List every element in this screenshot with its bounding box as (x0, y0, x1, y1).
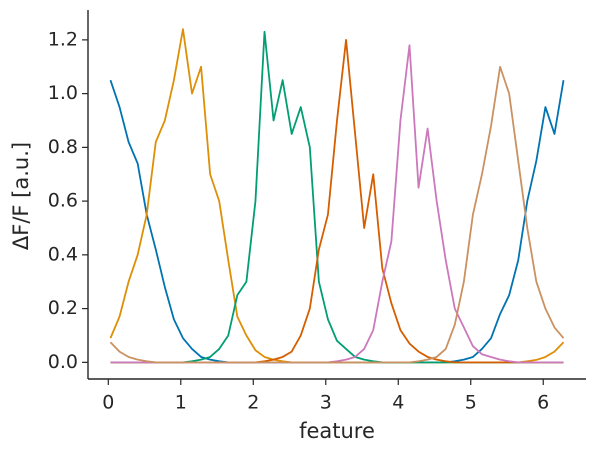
x-axis-label: feature (299, 419, 375, 443)
x-tick-label: 2 (247, 392, 259, 414)
y-tick-label: 1.0 (48, 82, 78, 104)
x-tick-label: 3 (320, 392, 332, 414)
series-line (109, 65, 565, 364)
y-tick-label: 0.2 (48, 297, 78, 319)
y-tick-label: 0.8 (48, 136, 78, 158)
series-line (110, 38, 564, 364)
series-line (109, 28, 565, 364)
y-tick-label: 0.6 (48, 190, 78, 212)
y-tick-label: 0.0 (48, 351, 78, 373)
x-tick-label: 1 (175, 392, 187, 414)
x-tick-label: 5 (465, 392, 477, 414)
x-tick-label: 4 (392, 392, 404, 414)
series-line (110, 30, 564, 364)
x-tick-label: 0 (102, 392, 114, 414)
y-tick-label: 0.4 (48, 243, 78, 265)
y-axis-label: ΔF/F [a.u.] (9, 142, 33, 250)
x-tick-label: 6 (537, 392, 549, 414)
y-tick-label: 1.2 (48, 28, 78, 50)
